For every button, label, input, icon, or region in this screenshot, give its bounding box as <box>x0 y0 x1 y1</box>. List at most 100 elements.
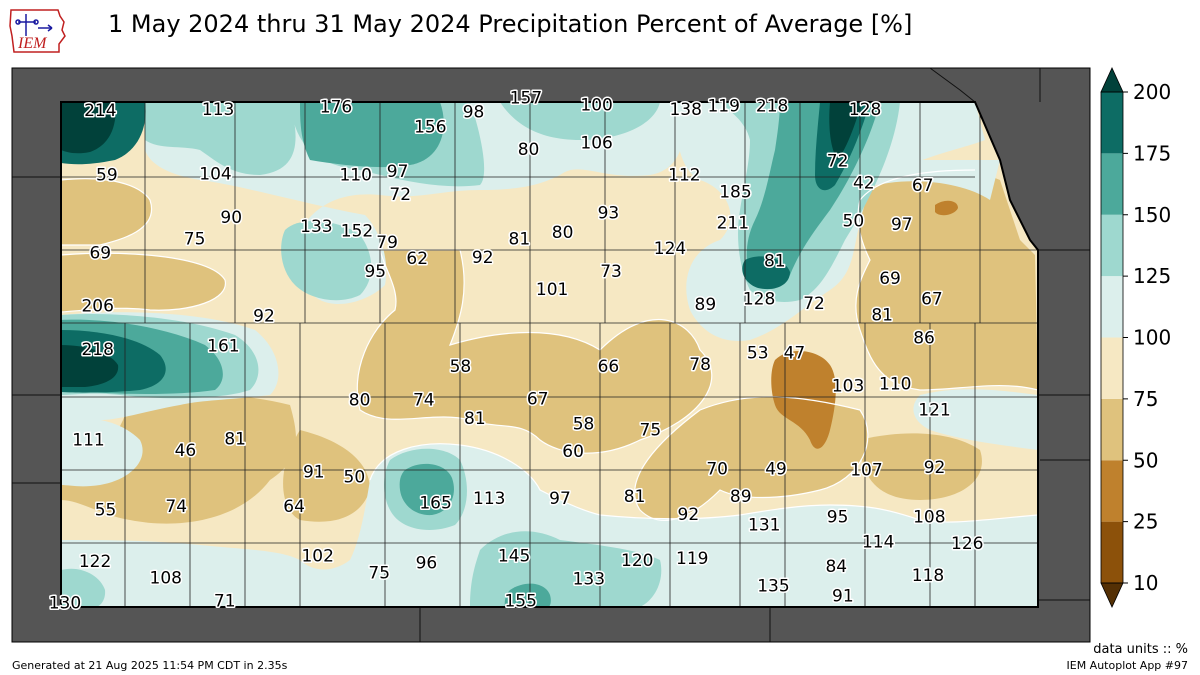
colorbar-segment <box>1101 153 1123 215</box>
station-value: 72 <box>803 294 825 314</box>
station-value: 122 <box>79 552 111 572</box>
colorbar-segment <box>1101 398 1123 461</box>
colorbar-over-arrow <box>1100 67 1124 93</box>
kansas-outline <box>60 101 1039 608</box>
contour-50-75 <box>61 170 1038 607</box>
station-value: 113 <box>473 489 505 509</box>
station-value: 145 <box>498 547 530 567</box>
contour-over-200 <box>61 102 862 387</box>
colorbar: 10 25 50 75 100 125 150 175 200 <box>1100 67 1171 608</box>
station-value: 86 <box>913 328 935 348</box>
station-value: 89 <box>695 295 717 315</box>
station-value: 69 <box>879 269 901 289</box>
station-value: 130 <box>49 594 81 614</box>
station-value: 71 <box>214 591 236 611</box>
station-value: 75 <box>640 420 662 440</box>
station-value: 107 <box>850 460 882 480</box>
station-value: 108 <box>913 507 945 527</box>
station-value: 91 <box>832 587 854 607</box>
station-value: 69 <box>89 244 111 264</box>
station-value: 81 <box>871 305 893 325</box>
map-frame <box>11 67 1091 643</box>
station-value: 73 <box>600 262 622 282</box>
station-value: 81 <box>509 230 531 250</box>
station-value: 126 <box>951 534 983 554</box>
data-units-note: data units :: % <box>1093 642 1188 657</box>
colorbar-segment <box>1101 276 1123 338</box>
station-value: 108 <box>150 568 182 588</box>
station-value: 110 <box>339 165 371 185</box>
station-value: 214 <box>84 101 116 121</box>
station-value: 80 <box>518 140 540 160</box>
station-value: 218 <box>756 97 788 117</box>
station-value: 128 <box>849 100 881 120</box>
station-value: 165 <box>419 494 451 514</box>
station-value: 104 <box>199 164 231 184</box>
station-value: 118 <box>912 566 944 586</box>
station-value: 70 <box>706 459 728 479</box>
station-value: 84 <box>825 557 847 577</box>
station-value: 80 <box>552 223 574 243</box>
station-value: 81 <box>464 409 486 429</box>
station-value: 55 <box>95 501 117 521</box>
station-value: 103 <box>832 377 864 397</box>
colorbar-tick-label: 175 <box>1133 141 1171 165</box>
weather-station-icon <box>15 14 53 36</box>
station-value: 111 <box>72 431 104 451</box>
colorbar-tick-label: 200 <box>1133 80 1171 104</box>
station-value: 67 <box>921 289 943 309</box>
station-value: 102 <box>301 547 333 567</box>
station-value: 74 <box>413 390 435 410</box>
station-value: 92 <box>924 458 946 478</box>
station-value: 78 <box>689 355 711 375</box>
colorbar-tick-label: 125 <box>1133 264 1171 288</box>
station-value: 185 <box>719 183 751 203</box>
station-value: 60 <box>562 442 584 462</box>
station-value: 97 <box>891 215 913 235</box>
station-value: 121 <box>918 401 950 421</box>
station-value: 92 <box>472 248 494 268</box>
colorbar-tick-label: 100 <box>1133 326 1171 350</box>
station-value: 95 <box>827 507 849 527</box>
station-value: 81 <box>224 429 246 449</box>
station-value: 119 <box>707 97 739 117</box>
station-value: 81 <box>624 487 646 507</box>
station-value: 138 <box>669 100 701 120</box>
station-value: 133 <box>300 217 332 237</box>
station-value: 156 <box>414 117 446 137</box>
station-value: 53 <box>747 343 769 363</box>
colorbar-tick-label: 10 <box>1133 571 1158 595</box>
station-value: 110 <box>879 374 911 394</box>
station-value: 90 <box>220 208 242 228</box>
station-value: 67 <box>912 176 934 196</box>
contour-layer <box>61 102 1038 607</box>
station-value: 64 <box>283 497 305 517</box>
station-value: 74 <box>165 497 187 517</box>
station-value: 112 <box>668 165 700 185</box>
station-value: 59 <box>96 165 118 185</box>
station-value: 113 <box>202 100 234 120</box>
station-value: 120 <box>621 551 653 571</box>
station-value: 75 <box>184 230 206 250</box>
station-value: 91 <box>303 463 325 483</box>
station-value: 135 <box>757 576 789 596</box>
station-value: 152 <box>341 222 373 242</box>
station-value: 95 <box>364 262 386 282</box>
station-value: 66 <box>598 357 620 377</box>
contour-25-50 <box>771 200 958 449</box>
station-value: 79 <box>376 233 398 253</box>
station-value: 46 <box>175 441 197 461</box>
station-value: 101 <box>536 280 568 300</box>
station-value: 50 <box>344 467 366 487</box>
station-value: 92 <box>253 307 275 327</box>
station-value: 114 <box>862 533 894 553</box>
station-value: 67 <box>527 389 549 409</box>
station-value: 106 <box>580 133 612 153</box>
station-values: 214 113 176 156 98 157 100 138 119 218 128 80 106 59 1… <box>47 87 985 615</box>
colorbar-segment <box>1101 521 1123 583</box>
station-value: 81 <box>764 252 786 272</box>
station-value: 124 <box>654 239 686 259</box>
colorbar-segment <box>1101 92 1123 154</box>
station-value: 128 <box>743 289 775 309</box>
